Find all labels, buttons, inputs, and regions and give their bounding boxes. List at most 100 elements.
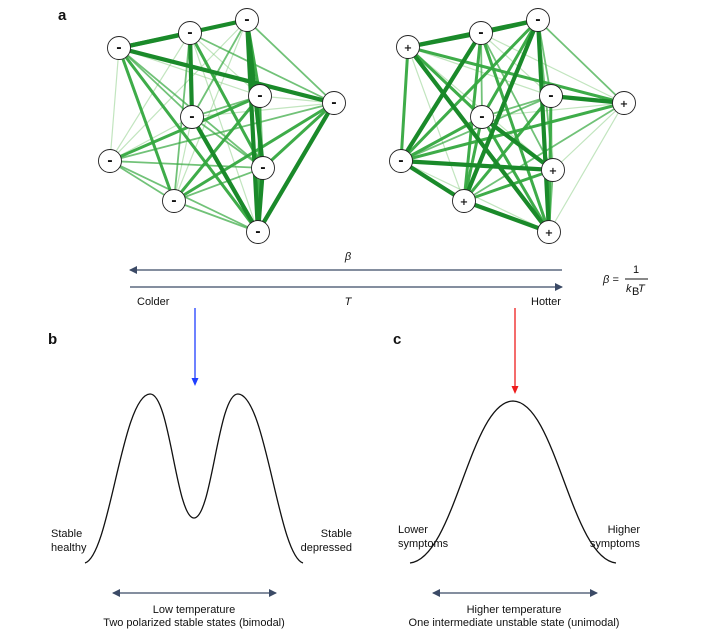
left-network-node: -: [178, 21, 202, 45]
right-network-edge: [398, 158, 467, 204]
right-network-node-circle: [526, 8, 550, 32]
left-network-node-sign: -: [116, 41, 121, 56]
right-network-node-sign: -: [548, 89, 553, 104]
right-network-edge: [400, 95, 552, 162]
right-network-edge: [399, 18, 540, 163]
left-network-edge: [255, 100, 337, 235]
t-label: T: [345, 296, 353, 308]
left-network-node-sign: -: [255, 225, 260, 240]
right-network-edge: [407, 46, 552, 97]
right-network-edge: [480, 32, 483, 118]
right-network-node-circle: [396, 35, 420, 59]
right-network-edge: [405, 44, 552, 235]
colder-label: Colder: [137, 296, 170, 308]
hotter-label: Hotter: [531, 296, 561, 308]
panel-letter-b: b: [48, 331, 57, 348]
right-network-node: +: [612, 91, 636, 115]
right-network-node-sign: -: [535, 13, 540, 28]
stable-depressed-line1: Stable: [321, 528, 352, 540]
left-network-node: -: [180, 105, 204, 129]
right-network-node-circle: [612, 91, 636, 115]
left-network-node-circle: [251, 156, 275, 180]
left-network-edge: [116, 45, 337, 106]
stable-healthy-line2: healthy: [51, 542, 87, 554]
left-network-node-sign: -: [187, 26, 192, 41]
right-network-edge: [461, 17, 541, 204]
left-network-edge: [189, 114, 261, 235]
left-network-edge: [187, 30, 195, 120]
left-network-edge: [109, 32, 191, 162]
left-network-node: -: [107, 36, 131, 60]
higher-symptoms-line2: symptoms: [590, 538, 641, 550]
formula-t: T: [638, 283, 646, 295]
right-network-edge: [479, 31, 551, 234]
right-network-node: +: [541, 158, 565, 182]
right-network-edge: [480, 18, 540, 119]
right-network-edge: [398, 30, 484, 164]
right-network-node-circle: [452, 189, 476, 213]
left-network-node: -: [98, 149, 122, 173]
low-temperature-label: Low temperature: [153, 604, 236, 616]
panel-letter-a: a: [58, 7, 67, 24]
left-network-node-sign: -: [189, 110, 194, 125]
right-network-edge: [480, 32, 625, 104]
right-network-node: -: [470, 105, 494, 129]
right-network-edge: [481, 95, 552, 118]
right-network-node-circle: [537, 220, 561, 244]
left-network-node-circle: [322, 91, 346, 115]
left-network-node: -: [251, 156, 275, 180]
lower-symptoms-line2: symptoms: [398, 538, 449, 550]
left-network-edge: [173, 200, 259, 233]
left-network-edge: [173, 167, 264, 202]
right-network-node-sign: +: [549, 166, 557, 177]
left-network-edge: [109, 160, 175, 202]
left-network-node: -: [322, 91, 346, 115]
colder-arrowhead: [191, 378, 199, 386]
right-network-edge: [480, 32, 554, 171]
right-network-node-sign: +: [545, 228, 553, 239]
right-network-node-circle: [541, 158, 565, 182]
right-network-edge: [461, 198, 552, 235]
left-network-node-sign: -: [171, 194, 176, 209]
left-network-edge: [108, 94, 262, 163]
bimodal-caption: Two polarized stable states (bimodal): [103, 617, 285, 629]
right-network-node-circle: [539, 84, 563, 108]
higher-temperature-label: Higher temperature: [467, 604, 562, 616]
left-network-node-sign: -: [244, 13, 249, 28]
left-network-node: -: [162, 189, 186, 213]
beta-label: β: [344, 251, 352, 263]
right-network-node-circle: [389, 149, 413, 173]
left-network-edge: [246, 19, 335, 104]
right-network-edge: [548, 93, 627, 106]
formula-lhs: β =: [602, 274, 619, 286]
left-network-node: -: [246, 220, 270, 244]
right-network-node: +: [537, 220, 561, 244]
right-network-node: -: [469, 21, 493, 45]
formula-numerator: 1: [633, 264, 639, 276]
left-network-edge: [109, 47, 120, 162]
left-network-edge: [172, 94, 262, 203]
network-right-edges: [398, 17, 627, 235]
right-network-edge: [462, 115, 484, 203]
right-network-node-sign: -: [478, 26, 483, 41]
right-network-node: -: [526, 8, 550, 32]
left-network-node-circle: [162, 189, 186, 213]
stable-depressed-line2: depressed: [301, 542, 352, 554]
lower-symptoms-line1: Lower: [398, 524, 428, 536]
beta-formula: β = 1 k B T: [602, 264, 648, 298]
left-network-node: -: [248, 84, 272, 108]
left-network-node-sign: -: [260, 161, 265, 176]
panel-letter-c: c: [393, 331, 401, 348]
right-network-edge: [552, 102, 625, 171]
right-network-edge: [535, 17, 552, 235]
left-network-node-circle: [180, 105, 204, 129]
right-network-node: -: [389, 149, 413, 173]
left-network-node-circle: [248, 84, 272, 108]
unimodal-curve: [409, 400, 617, 564]
right-network-node-circle: [470, 105, 494, 129]
unimodal-caption: One intermediate unstable state (unimoda…: [409, 617, 620, 629]
right-network-node-circle: [469, 21, 493, 45]
right-network-edge: [462, 94, 553, 203]
left-network-node: -: [235, 8, 259, 32]
